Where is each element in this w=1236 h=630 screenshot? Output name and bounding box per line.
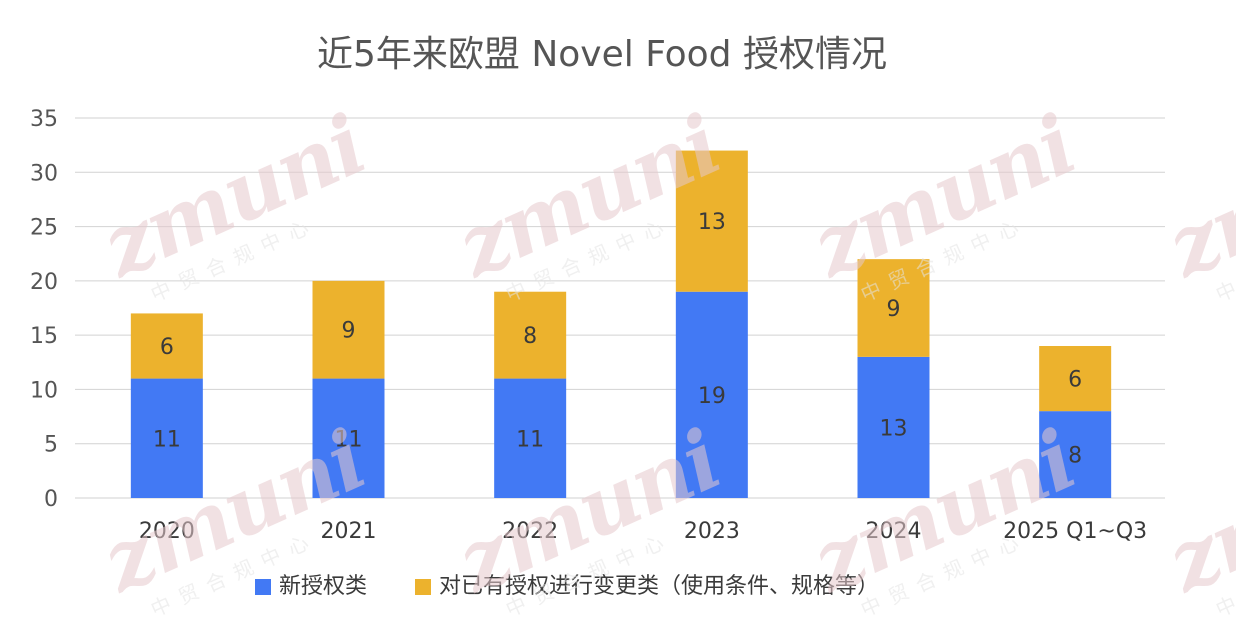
data-label: 9 [342,319,356,344]
chart-title: 近5年来欧盟 Novel Food 授权情况 [317,34,887,75]
y-tick-label: 30 [30,161,58,186]
bar-amendment [130,313,203,379]
bar-new-authorization [494,378,567,498]
data-label: 11 [516,427,544,452]
y-tick-label: 20 [30,270,58,295]
x-tick-label: 2022 [502,519,558,544]
data-label: 6 [1068,368,1082,393]
data-label: 9 [887,297,901,322]
bar-amendment [675,150,748,292]
bar-amendment [1039,346,1112,412]
bar-amendment [857,259,930,357]
bar-new-authorization [857,356,930,498]
legend-label-new: 新授权类 [279,574,367,599]
y-tick-label: 5 [44,433,58,458]
x-tick-label: 2020 [139,519,195,544]
legend-swatch-amendment [415,579,431,595]
data-label: 11 [153,427,181,452]
x-tick-label: 2023 [684,519,740,544]
y-tick-label: 15 [30,324,58,349]
bar-new-authorization [1039,411,1112,498]
y-tick-label: 35 [30,107,58,132]
x-tick-label: 2024 [866,519,922,544]
data-label: 13 [880,416,908,441]
y-tick-label: 10 [30,378,58,403]
x-tick-label: 2021 [321,519,377,544]
y-tick-label: 0 [44,487,58,512]
legend-swatch-new [255,579,271,595]
data-label: 11 [335,427,363,452]
bar-amendment [312,280,385,379]
data-label: 6 [160,335,174,360]
x-tick-label: 2025 Q1~Q3 [1003,519,1147,544]
bar-new-authorization [312,378,385,498]
bar-new-authorization [130,378,203,498]
y-tick-label: 25 [30,216,58,241]
data-label: 19 [698,384,726,409]
legend-label-amendment: 对已有授权进行变更类（使用条件、规格等） [439,574,879,599]
bar-amendment [494,291,567,379]
data-label: 8 [523,324,537,349]
data-label: 13 [698,210,726,235]
bar-new-authorization [675,291,748,498]
data-label: 8 [1068,444,1082,469]
